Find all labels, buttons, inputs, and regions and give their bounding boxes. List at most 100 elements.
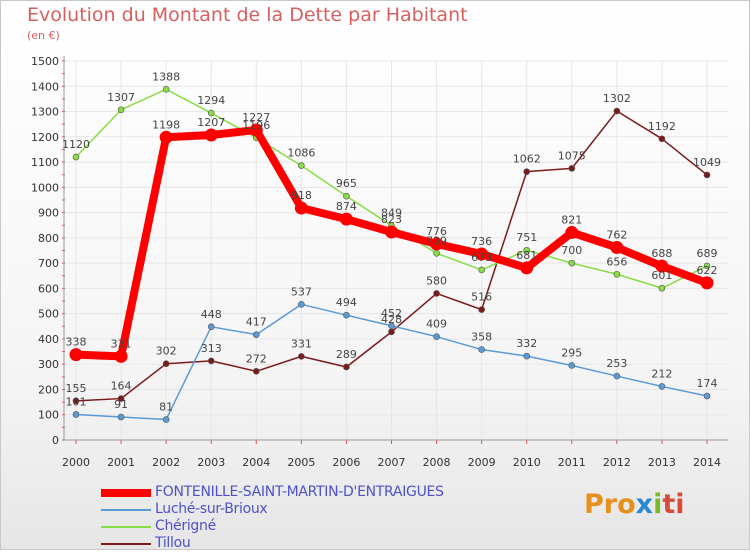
data-point [478, 306, 485, 313]
data-label: 272 [246, 352, 267, 365]
data-label: 101 [66, 395, 87, 408]
data-label: 338 [66, 336, 87, 349]
data-point [72, 153, 80, 161]
data-label: 212 [651, 367, 672, 380]
x-tick-label: 2007 [378, 456, 406, 469]
data-point [703, 392, 711, 400]
x-tick-label: 2013 [648, 456, 676, 469]
data-point [655, 259, 669, 273]
data-label: 1227 [242, 111, 270, 124]
data-label: 656 [606, 255, 627, 268]
data-point [249, 123, 263, 137]
data-label: 965 [336, 177, 357, 190]
data-point [294, 201, 308, 215]
grid [64, 60, 728, 441]
x-tick-label: 2008 [423, 456, 451, 469]
data-label: 494 [336, 296, 357, 309]
data-point [388, 322, 395, 330]
data-point [298, 301, 305, 308]
y-tick-label: 300 [38, 358, 59, 371]
data-label: 409 [426, 318, 447, 331]
data-point [207, 109, 215, 117]
data-label: 428 [381, 313, 402, 326]
data-label: 821 [561, 214, 582, 227]
data-point [252, 367, 260, 375]
data-point [658, 383, 666, 390]
data-label: 689 [697, 247, 718, 260]
chart-unit-label: (en €) [27, 29, 60, 42]
data-point [162, 360, 170, 367]
data-label: 358 [471, 331, 492, 344]
data-labels: 338 331 1198 1207 1227 918 874 823 776 736 681 821 7… [62, 70, 721, 413]
data-point [252, 331, 260, 338]
y-tick-label: 800 [38, 232, 59, 245]
data-point [298, 353, 305, 360]
legend-swatch [101, 526, 151, 528]
data-label: 776 [426, 225, 447, 238]
data-point [658, 135, 666, 143]
data-point [523, 246, 531, 254]
data-label: 1062 [513, 153, 541, 166]
data-point [433, 290, 440, 297]
x-tick-label: 2005 [287, 456, 315, 469]
legend-label: FONTENILLE-SAINT-MARTIN-D'ENTRAIGUES [155, 484, 444, 500]
data-point [613, 372, 621, 380]
data-label: 681 [516, 249, 537, 262]
y-tick-label: 0 [52, 434, 59, 447]
x-tick-label: 2009 [468, 456, 496, 469]
data-label: 253 [606, 357, 627, 370]
x-tick-label: 2004 [242, 456, 270, 469]
data-label: 448 [201, 308, 222, 321]
x-tick-label: 2010 [513, 456, 541, 469]
data-label: 1049 [693, 156, 721, 169]
y-tick-label: 500 [38, 308, 59, 321]
x-tick-label: 2006 [332, 456, 360, 469]
data-point [430, 237, 444, 251]
y-tick-label: 900 [38, 207, 59, 220]
data-point [475, 247, 489, 261]
data-point [568, 165, 576, 172]
data-label: 81 [159, 401, 173, 414]
data-label: 1086 [287, 147, 315, 160]
data-point [72, 397, 80, 405]
data-label: 417 [246, 316, 267, 329]
data-label: 1196 [242, 119, 270, 132]
data-point [204, 128, 218, 142]
y-tick-label: 200 [38, 383, 59, 396]
data-point [343, 311, 350, 319]
chart-title: Evolution du Montant de la Dette par Hab… [27, 4, 468, 26]
y-tick-label: 1200 [31, 131, 59, 144]
data-point [658, 284, 666, 292]
legend-label: Chérigné [155, 518, 216, 534]
data-point [520, 261, 534, 275]
y-tick-label: 700 [38, 257, 59, 270]
y-tick-label: 1100 [31, 156, 59, 169]
data-label: 736 [471, 235, 492, 248]
data-point [298, 162, 305, 169]
proxiti-logo: Proxiti [584, 489, 685, 520]
data-point [114, 349, 128, 363]
data-point [343, 363, 350, 371]
data-label: 91 [114, 398, 128, 411]
x-tick-label: 2014 [693, 456, 721, 469]
y-tick-label: 1400 [31, 80, 59, 93]
data-label: 302 [156, 345, 177, 358]
data-point [117, 395, 125, 402]
data-label: 874 [336, 200, 357, 213]
legend-swatch [101, 543, 151, 545]
x-tick-label: 2001 [107, 456, 135, 469]
legend-swatch [101, 509, 151, 511]
legend-swatch [101, 489, 151, 497]
data-label: 331 [291, 337, 312, 350]
data-point [613, 270, 621, 278]
data-label: 332 [516, 337, 537, 350]
data-label: 1307 [107, 91, 135, 104]
data-point [523, 352, 531, 360]
data-label: 452 [381, 307, 402, 320]
data-label: 295 [561, 346, 582, 359]
data-point [523, 168, 531, 175]
legend-label: Luché-sur-Brioux [155, 501, 268, 517]
data-point [433, 333, 440, 340]
series-group [69, 85, 714, 423]
